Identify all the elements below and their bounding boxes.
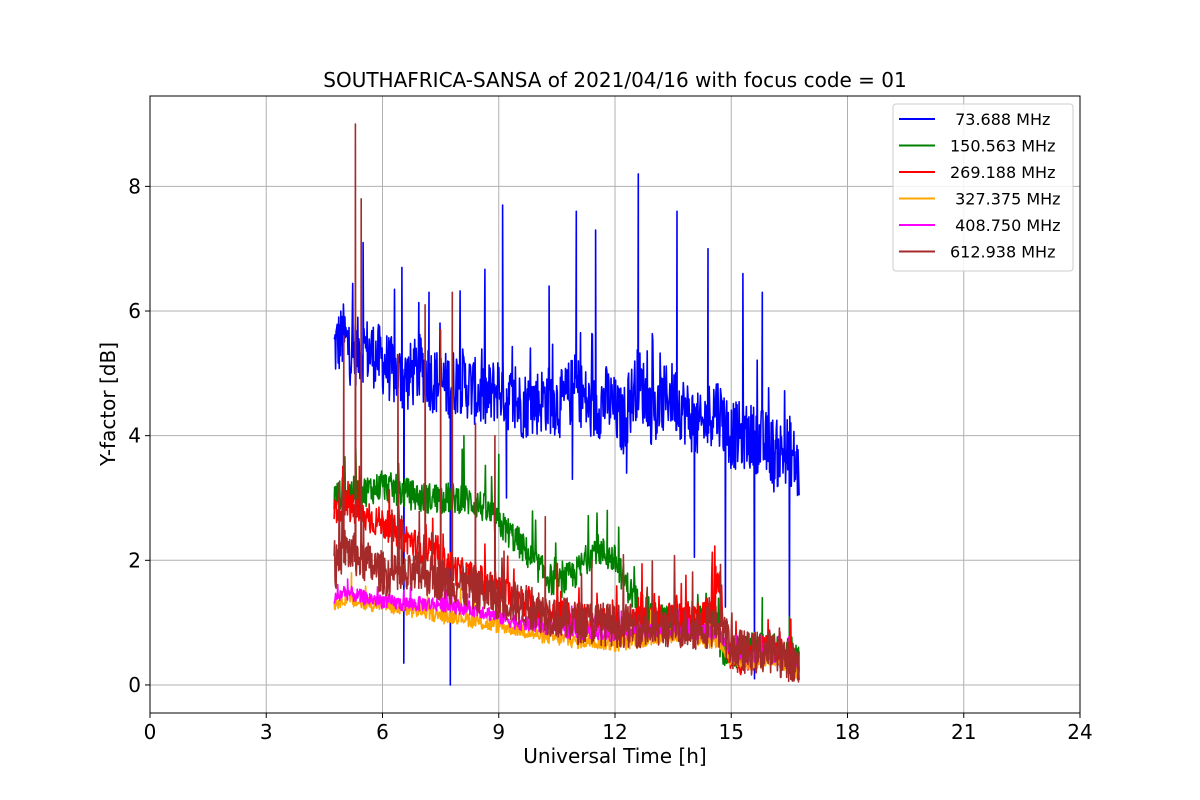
- y-axis-label: Y-factor [dB]: [96, 342, 120, 467]
- y-tick-label: 6: [128, 299, 141, 323]
- x-tick-label: 18: [835, 720, 860, 744]
- x-tick-label: 15: [719, 720, 744, 744]
- x-axis: 0 3 6 9 12 15 18 21 24: [144, 713, 1093, 744]
- x-tick-label: 0: [144, 720, 157, 744]
- x-tick-label: 9: [492, 720, 505, 744]
- legend-label: 73.688 MHz: [950, 110, 1050, 129]
- chart-title: SOUTHAFRICA-SANSA of 2021/04/16 with foc…: [323, 68, 907, 92]
- y-tick-label: 0: [128, 673, 141, 697]
- legend-label: 150.563 MHz: [950, 137, 1055, 156]
- y-tick-label: 4: [128, 424, 141, 448]
- legend: 73.688 MHz 150.563 MHz 269.188 MHz 327.375…: [892, 103, 1074, 272]
- legend-label: 269.188 MHz: [950, 163, 1055, 182]
- x-tick-label: 3: [260, 720, 273, 744]
- x-tick-label: 24: [1067, 720, 1092, 744]
- x-tick-label: 6: [376, 720, 389, 744]
- legend-box: [892, 103, 1074, 272]
- series-layer: [333, 123, 800, 686]
- x-tick-label: 12: [602, 720, 627, 744]
- y-tick-label: 2: [128, 548, 141, 572]
- series-line-1: [333, 173, 800, 686]
- x-axis-label: Universal Time [h]: [523, 744, 706, 768]
- y-axis: 0 2 4 6 8: [128, 174, 150, 697]
- series-line-6: [333, 123, 800, 683]
- y-tick-label: 8: [128, 174, 141, 198]
- x-tick-label: 21: [951, 720, 976, 744]
- legend-label: 327.375 MHz: [950, 190, 1061, 209]
- legend-label: 612.938 MHz: [950, 243, 1055, 262]
- legend-label: 408.750 MHz: [950, 216, 1061, 235]
